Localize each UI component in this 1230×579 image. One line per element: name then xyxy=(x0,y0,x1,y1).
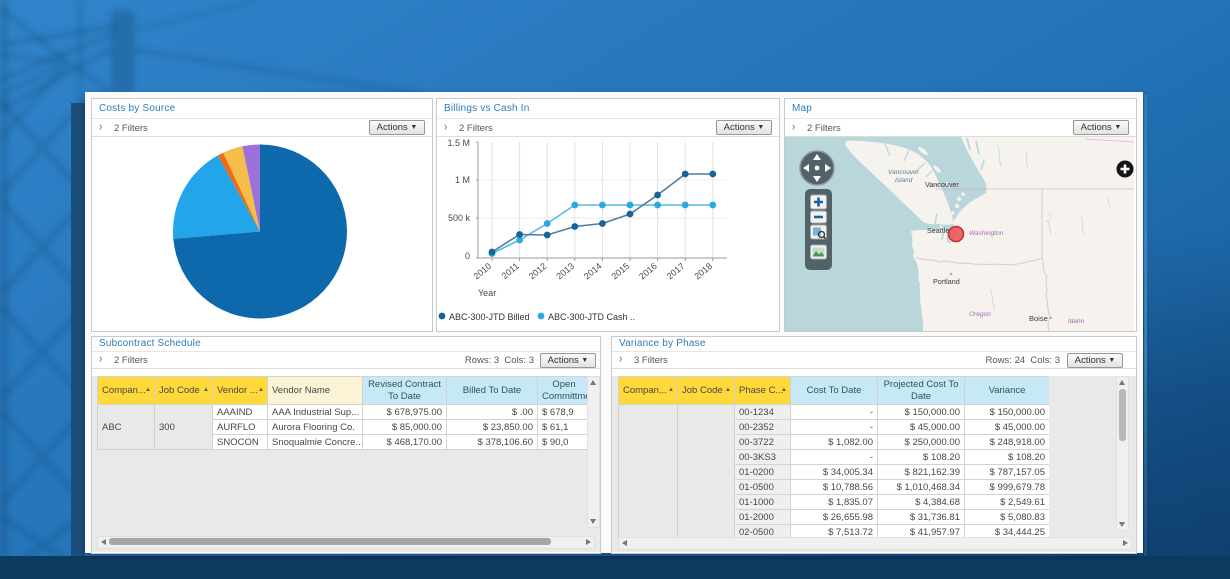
svg-text:=: = xyxy=(1049,316,1053,322)
svg-text:2017: 2017 xyxy=(665,261,687,282)
svg-text:2013: 2013 xyxy=(554,261,576,282)
svg-text:Year: Year xyxy=(478,288,496,298)
svg-text:Island: Island xyxy=(895,177,913,184)
svg-text:2012: 2012 xyxy=(527,261,549,282)
svg-text:2011: 2011 xyxy=(500,261,521,281)
svg-text:2016: 2016 xyxy=(637,261,659,282)
svg-text:0: 0 xyxy=(465,251,470,261)
svg-text:1 M: 1 M xyxy=(455,175,470,185)
svg-text:Boise: Boise xyxy=(1029,314,1048,323)
svg-text:2010: 2010 xyxy=(472,261,494,282)
svg-text:Idaho: Idaho xyxy=(1068,318,1085,325)
svg-text:2015: 2015 xyxy=(610,261,632,282)
svg-text:2018: 2018 xyxy=(692,261,714,282)
svg-text:Portland: Portland xyxy=(933,277,960,286)
svg-text:Washington: Washington xyxy=(969,230,1004,237)
svg-text:Oregon: Oregon xyxy=(969,311,991,318)
svg-text:ABC-300-JTD Billed: ABC-300-JTD Billed xyxy=(449,312,530,322)
svg-text:1.5 M: 1.5 M xyxy=(447,138,470,148)
svg-text:500 k: 500 k xyxy=(448,213,471,223)
svg-text:Vancouver: Vancouver xyxy=(888,169,920,176)
svg-text:2014: 2014 xyxy=(582,261,604,282)
svg-text:Vancouver: Vancouver xyxy=(925,180,959,189)
svg-text:ABC-300-JTD Cash ..: ABC-300-JTD Cash .. xyxy=(548,312,635,322)
svg-text:Seattle: Seattle xyxy=(927,226,949,235)
